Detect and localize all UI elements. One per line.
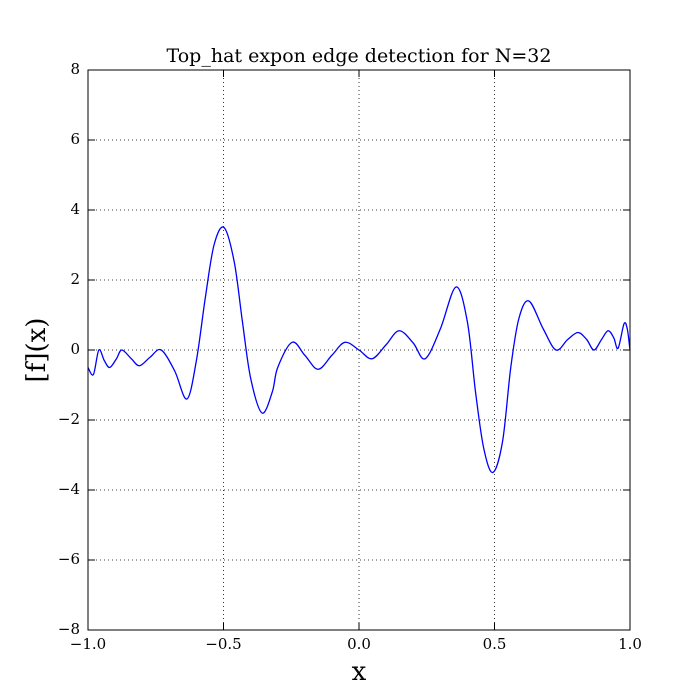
- chart-title: Top_hat expon edge detection for N=32: [167, 45, 552, 67]
- y-axis-label: [f](x): [22, 318, 52, 383]
- y-tick-label: −6: [58, 550, 80, 568]
- x-tick-label: −0.5: [205, 635, 241, 653]
- y-tick-label: −2: [58, 410, 80, 428]
- x-tick-label: 0.5: [483, 635, 507, 653]
- y-tick-label: 2: [70, 270, 80, 288]
- x-tick-label: 0.0: [347, 635, 371, 653]
- y-tick-label: 8: [70, 60, 80, 78]
- data-line: [87, 226, 631, 474]
- y-tick-label: 0: [70, 340, 80, 358]
- x-tick-label: −1.0: [70, 635, 106, 653]
- y-tick-label: −8: [58, 620, 80, 638]
- y-tick-label: −4: [58, 480, 80, 498]
- x-tick-label: 1.0: [618, 635, 642, 653]
- y-tick-label: 6: [70, 130, 80, 148]
- y-tick-label: 4: [70, 200, 80, 218]
- plot-frame: [87, 69, 631, 631]
- x-axis-label: x: [352, 657, 367, 687]
